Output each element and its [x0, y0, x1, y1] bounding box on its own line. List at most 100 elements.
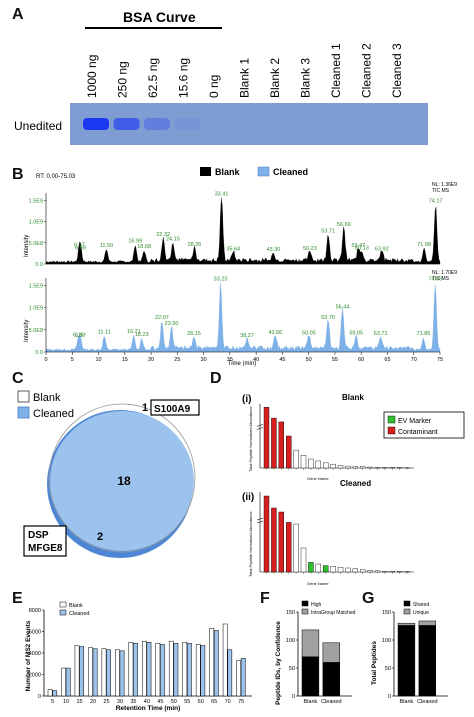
- y-tick-label: 1.0E9: [29, 220, 43, 226]
- panel-label-g: G: [362, 590, 375, 607]
- chromatogram-axes: 0.0 5.0E8 1.0E9 1.5E9 0.0 5.0E8 1.0E9 1.5E9 0 5 10…: [29, 193, 443, 363]
- x-tick-label: 0: [44, 357, 47, 363]
- gene-bar: [396, 467, 403, 469]
- peak-label: 28.26: [188, 242, 202, 248]
- gene-bar: [293, 449, 299, 469]
- gene-bar: [359, 466, 366, 469]
- d-sub-i: (i): [242, 394, 251, 405]
- y-tick-label: 1.5E9: [29, 284, 43, 290]
- e-legend-swatch: [59, 601, 67, 608]
- d-bottom-title: Cleaned: [340, 479, 371, 488]
- peak-label: 23.90: [165, 321, 179, 327]
- stack-y-tick-label: 150: [382, 610, 391, 616]
- e-x-tick-label: 45: [157, 699, 163, 705]
- peak-label: 6.57: [75, 333, 86, 339]
- peak-label: 22.32: [156, 232, 170, 238]
- peak-label: 63.71: [374, 331, 388, 337]
- y-tick-label: 5.0E8: [29, 328, 43, 334]
- x-tick-label: 10: [95, 357, 101, 363]
- gene-bar: [293, 523, 299, 573]
- venn-cleaned-only-count: 2: [97, 531, 103, 543]
- ms2-bar-blank: [142, 640, 147, 697]
- x-tick-label: 30: [201, 357, 207, 363]
- venn-cleaned-circle: [50, 411, 194, 551]
- e-y-tick-label: 4000: [29, 651, 41, 657]
- gene-bar: [345, 465, 351, 469]
- axis-break: [256, 427, 264, 430]
- d-legend-contaminant: Contaminant: [398, 429, 438, 436]
- gene-bar: [374, 570, 381, 573]
- ms2-bar-blank: [155, 643, 161, 697]
- lane-label: 62.5 ng: [146, 58, 160, 98]
- gene-bar: [337, 465, 344, 469]
- d-top-title: Blank: [342, 393, 364, 402]
- gel-band: [144, 118, 170, 130]
- g-ylabel: Total Peptides: [371, 641, 378, 685]
- lane-label: 15.6 ng: [177, 58, 191, 98]
- gene-bar: [322, 565, 329, 573]
- top-ylabel: Intensity: [24, 235, 30, 257]
- ms2-bar-cleaned: [65, 667, 71, 697]
- lane-label: 250 ng: [116, 61, 130, 98]
- peak-label: 18.68: [137, 244, 151, 250]
- gene-bar: [352, 568, 359, 573]
- peak-label: 71.98: [417, 242, 431, 248]
- x-tick-label: 50: [306, 357, 312, 363]
- e-legend-label: Blank: [69, 603, 83, 609]
- stack-bar-intragroup-matched: [301, 629, 320, 658]
- d-bottom-xlabel: Gene Name: [307, 581, 329, 586]
- stack-legend-swatch: [403, 608, 411, 615]
- stack-legend-label: Unique: [413, 610, 429, 616]
- x-tick-label: 70: [411, 357, 417, 363]
- e-x-tick-label: 15: [76, 699, 82, 705]
- x-tick-label: 55: [332, 357, 338, 363]
- ms2-bar-cleaned: [227, 649, 233, 697]
- ms2-bar-blank: [101, 648, 107, 697]
- stack-y-tick-label: 50: [385, 666, 391, 672]
- chrom-xlabel: Time (min): [228, 361, 256, 367]
- venn-legend-cleaned-swatch: [17, 406, 30, 419]
- total-peptides-bar-chart: 0 50 100 150 Blank Cleaned Shared Unique: [382, 600, 448, 705]
- stack-bar-high: [322, 662, 340, 697]
- e-y-tick-label: 0: [38, 694, 41, 700]
- peak-label: 50.23: [303, 246, 317, 252]
- y-tick-label: 1.5E9: [29, 198, 43, 204]
- stack-bar-unique: [397, 622, 416, 626]
- d-bottom-ylabel: Total Peptide Normalized Abundance: [248, 511, 253, 577]
- stack-y-tick-label: 100: [286, 638, 295, 644]
- peak-label: 6.16: [73, 333, 84, 339]
- stack-legend-swatch: [301, 608, 309, 615]
- peak-label: 38.27: [240, 333, 254, 339]
- gene-bar: [308, 562, 314, 573]
- lane-label: Cleaned 2: [360, 43, 374, 98]
- lane-label: Blank 3: [299, 58, 313, 98]
- gene-bar: [330, 463, 336, 469]
- axis-break: [256, 517, 264, 521]
- e-y-tick-label: 2000: [29, 673, 41, 679]
- ms2-bar-cleaned: [160, 644, 165, 697]
- e-x-tick-label: 35: [130, 699, 136, 705]
- d-bottom-bars: [256, 492, 414, 574]
- gene-bar: [300, 454, 307, 469]
- stack-legend-label: IntraGroup Matched: [311, 610, 356, 616]
- lane-labels: 1000 ng 250 ng 62.5 ng 15.6 ng 0 ng Blank 1 Bl…: [85, 43, 404, 98]
- e-x-tick-label: 30: [117, 699, 123, 705]
- panel-f-confidence-chart: 0 50 100 150 Blank Cleaned High IntraGroup Matc…: [275, 600, 356, 705]
- y-tick-label: 0.0: [35, 350, 43, 356]
- panel-g-total-peptides-chart: 0 50 100 150 Blank Cleaned Shared Unique Total …: [371, 600, 448, 705]
- x-tick-label: 15: [122, 357, 128, 363]
- gene-bar: [271, 507, 277, 573]
- gene-bar: [308, 458, 314, 469]
- venn-legend-cleaned: Cleaned: [33, 408, 74, 420]
- e-y-tick-label: 6000: [29, 630, 41, 636]
- ms2-bar-cleaned: [92, 648, 98, 697]
- panel-label-b: B: [12, 166, 24, 183]
- e-x-tick-label: 25: [103, 699, 109, 705]
- gel-band: [113, 118, 140, 130]
- ms2-bar-cleaned: [146, 642, 152, 697]
- y-tick-label: 0.0: [35, 262, 43, 268]
- ms2-bar-blank: [88, 647, 93, 697]
- y-tick-label: 1.0E9: [29, 306, 43, 312]
- peak-label: 18.23: [135, 332, 149, 338]
- ms2-bar-cleaned: [79, 646, 84, 697]
